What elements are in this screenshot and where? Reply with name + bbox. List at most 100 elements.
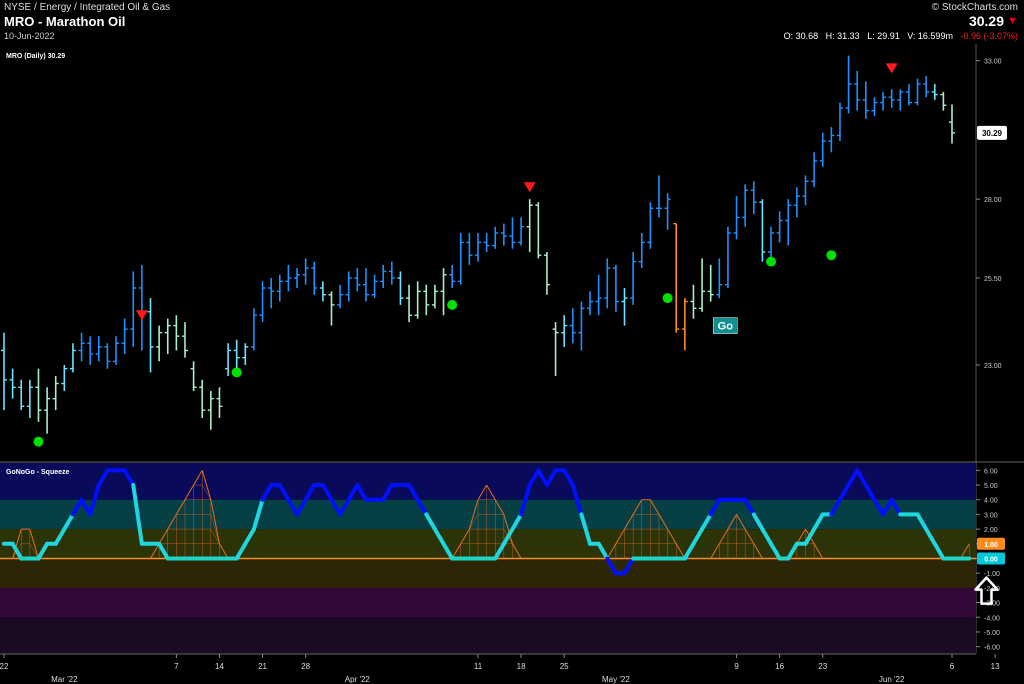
gonogo-oscillator-line <box>234 541 248 561</box>
gonogo-oscillator-line <box>889 497 903 517</box>
gonogo-oscillator-line <box>803 527 817 546</box>
last-price-tag-label: 30.29 <box>982 129 1003 138</box>
go-label-box <box>713 317 738 334</box>
gonogo-oscillator-line <box>751 512 765 532</box>
go-dot-marker <box>231 367 242 378</box>
gonogo-oscillator-line <box>415 497 429 517</box>
date-tick-label: 9 <box>734 662 739 671</box>
oscillator-band <box>0 463 976 500</box>
squeeze-grid-line <box>667 528 677 544</box>
squeeze-grid-line <box>210 514 220 544</box>
gonogo-oscillator-line <box>769 541 782 561</box>
gonogo-oscillator-line <box>79 497 93 517</box>
osc-y-tick-label: -5.00 <box>984 630 1000 637</box>
volume-value: V: 16.599m <box>907 31 953 41</box>
squeeze-grid-line <box>512 543 522 559</box>
gonogo-oscillator-line <box>691 527 705 546</box>
page-title: MRO - Marathon Oil <box>4 14 126 29</box>
date-tick-label: 14 <box>215 662 224 671</box>
brand-logo-text[interactable]: © StockCharts.com <box>931 2 1018 13</box>
gonogo-oscillator-line <box>837 483 851 502</box>
nogo-triangle-marker <box>135 310 148 321</box>
gonogo-oscillator-line <box>243 527 256 546</box>
squeeze-grid-line <box>469 514 479 530</box>
date-tick-label: 22 <box>0 662 9 671</box>
gonogo-oscillator-line <box>493 541 506 561</box>
squeeze-grid-line <box>650 499 660 515</box>
gonogo-oscillator-line <box>295 497 308 517</box>
gonogo-oscillator-line <box>62 512 75 532</box>
squeeze-grid-line <box>615 528 625 544</box>
gonogo-oscillator-line <box>88 483 101 517</box>
month-label: Jun '22 <box>879 675 905 684</box>
squeeze-grid-line <box>12 529 22 559</box>
osc-last-value-tag <box>977 537 1005 550</box>
gonogo-oscillator-line <box>432 527 446 546</box>
gonogo-oscillator-line <box>863 483 877 502</box>
squeeze-grid-line <box>486 484 496 500</box>
stock-chart[interactable]: MRO (Daily) 30.29 33.00 28.00 25.50 23.00 Go 3… <box>0 44 1024 684</box>
squeeze-grid-line <box>710 543 720 559</box>
osc-last-value-tag <box>977 552 1005 565</box>
gonogo-oscillator-line <box>251 497 265 532</box>
low-value: L: 29.91 <box>867 31 900 41</box>
go-dot-marker <box>447 299 458 310</box>
price-plot-area <box>0 44 976 462</box>
gonogo-oscillator-line <box>855 468 868 488</box>
gonogo-oscillator-line <box>562 468 575 488</box>
osc-y-tick-label: 2.00 <box>984 527 998 534</box>
gonogo-oscillator-line <box>700 512 713 532</box>
gonogo-oscillator-line <box>536 468 549 488</box>
gonogo-oscillator-line <box>760 527 774 546</box>
squeeze-grid-line <box>29 529 39 559</box>
price-panel[interactable]: MRO (Daily) 30.29 33.00 28.00 25.50 23.00 Go 3… <box>0 44 1024 654</box>
gonogo-oscillator-line <box>320 483 334 502</box>
osc-y-tick-label: -6.00 <box>984 645 1000 652</box>
go-dot-marker <box>33 436 44 447</box>
date-axis-bg <box>0 654 1024 684</box>
squeeze-grid-line <box>632 499 642 515</box>
squeeze-grid-line <box>202 484 212 500</box>
squeeze-grid-line <box>219 543 229 559</box>
gonogo-oscillator-line <box>881 497 894 517</box>
date-tick-label: 7 <box>174 662 179 671</box>
gonogo-oscillator-line <box>519 483 532 517</box>
squeeze-grid-line <box>158 528 168 544</box>
gonogo-squeeze-panel[interactable]: GoNoGo - Squeeze 6.00 5.00 4.00 3.00 2.00 1.00… <box>0 463 1005 654</box>
squeeze-grid-line <box>469 499 479 530</box>
nogo-triangle-marker <box>523 182 536 193</box>
price-y-tick-label: 25.50 <box>984 276 1002 283</box>
gonogo-oscillator-line <box>708 497 722 517</box>
squeeze-grid-line <box>167 514 177 530</box>
gonogo-oscillator-line <box>682 541 696 561</box>
gonogo-oscillator-line <box>338 497 351 517</box>
squeeze-grid-line <box>813 543 823 559</box>
gonogo-oscillator-line <box>157 541 170 561</box>
date-axis: 22 7 14 21 28 11 18 25 9 16 23 6 13 Mar '22 Apr '22 May… <box>0 653 1024 684</box>
osc-y-tick-label: 3.00 <box>984 512 998 519</box>
gonogo-oscillator-line <box>346 483 360 502</box>
gonogo-oscillator-line <box>743 497 756 517</box>
go-dot-marker <box>826 250 837 261</box>
gonogo-oscillator-line <box>277 483 291 502</box>
squeeze-grid-line <box>796 528 806 544</box>
squeeze-grid-line <box>676 543 686 559</box>
squeeze-grid-line <box>960 543 970 559</box>
gonogo-oscillator-line <box>53 527 67 546</box>
go-dot-marker <box>766 256 777 267</box>
gonogo-oscillator-line <box>355 483 368 502</box>
change-value: -0.96 (-3.07%) <box>960 31 1018 41</box>
osc-last-value-label: 0.00 <box>984 557 998 564</box>
squeeze-grid-line <box>753 543 763 559</box>
squeeze-grid-line <box>658 514 668 530</box>
go-dot-marker <box>662 293 673 304</box>
price-panel-label: MRO (Daily) 30.29 <box>6 53 65 60</box>
gonogo-oscillator-line <box>10 541 24 561</box>
date-tick-label: 18 <box>517 662 526 671</box>
price-y-tick-label: 33.00 <box>984 59 1002 66</box>
open-value: O: 30.68 <box>783 31 819 41</box>
gonogo-oscillator-line <box>501 527 515 546</box>
gonogo-oscillator-line <box>544 468 558 488</box>
squeeze-grid-line <box>460 528 470 544</box>
chart-header: NYSE / Energy / Integrated Oil & Gas MRO… <box>0 0 1024 44</box>
